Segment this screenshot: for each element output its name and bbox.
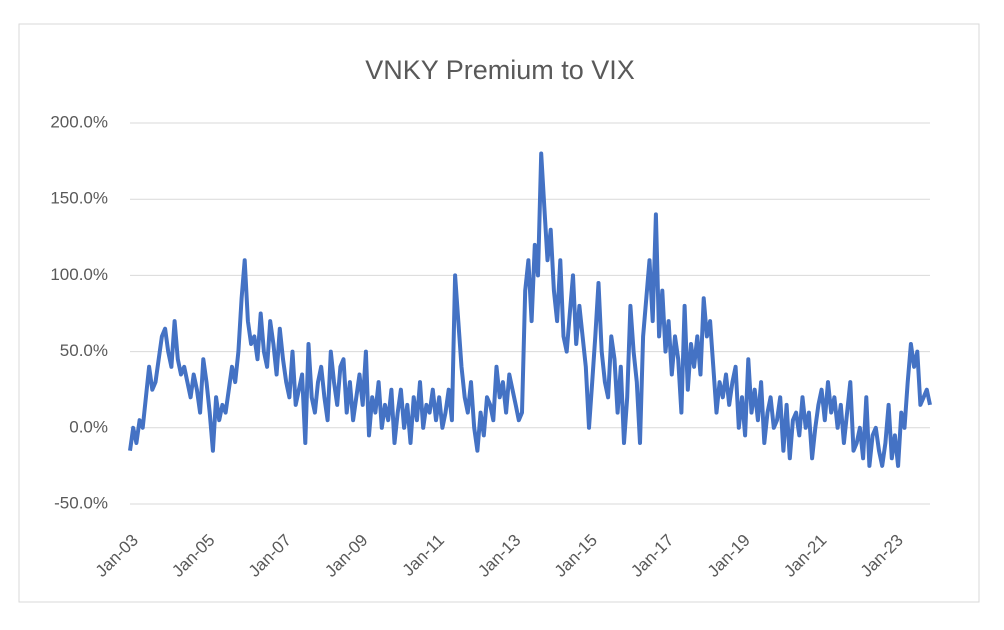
y-tick-label: 100.0%	[50, 265, 108, 284]
y-tick-label: 150.0%	[50, 189, 108, 208]
chart-title: VNKY Premium to VIX	[365, 55, 635, 85]
y-tick-label: 50.0%	[60, 341, 108, 360]
chart-frame	[18, 23, 980, 603]
y-tick-label: 200.0%	[50, 112, 108, 131]
data-line	[128, 151, 932, 468]
y-tick-label: 0.0%	[69, 417, 108, 436]
y-tick-label: -50.0%	[54, 493, 108, 512]
